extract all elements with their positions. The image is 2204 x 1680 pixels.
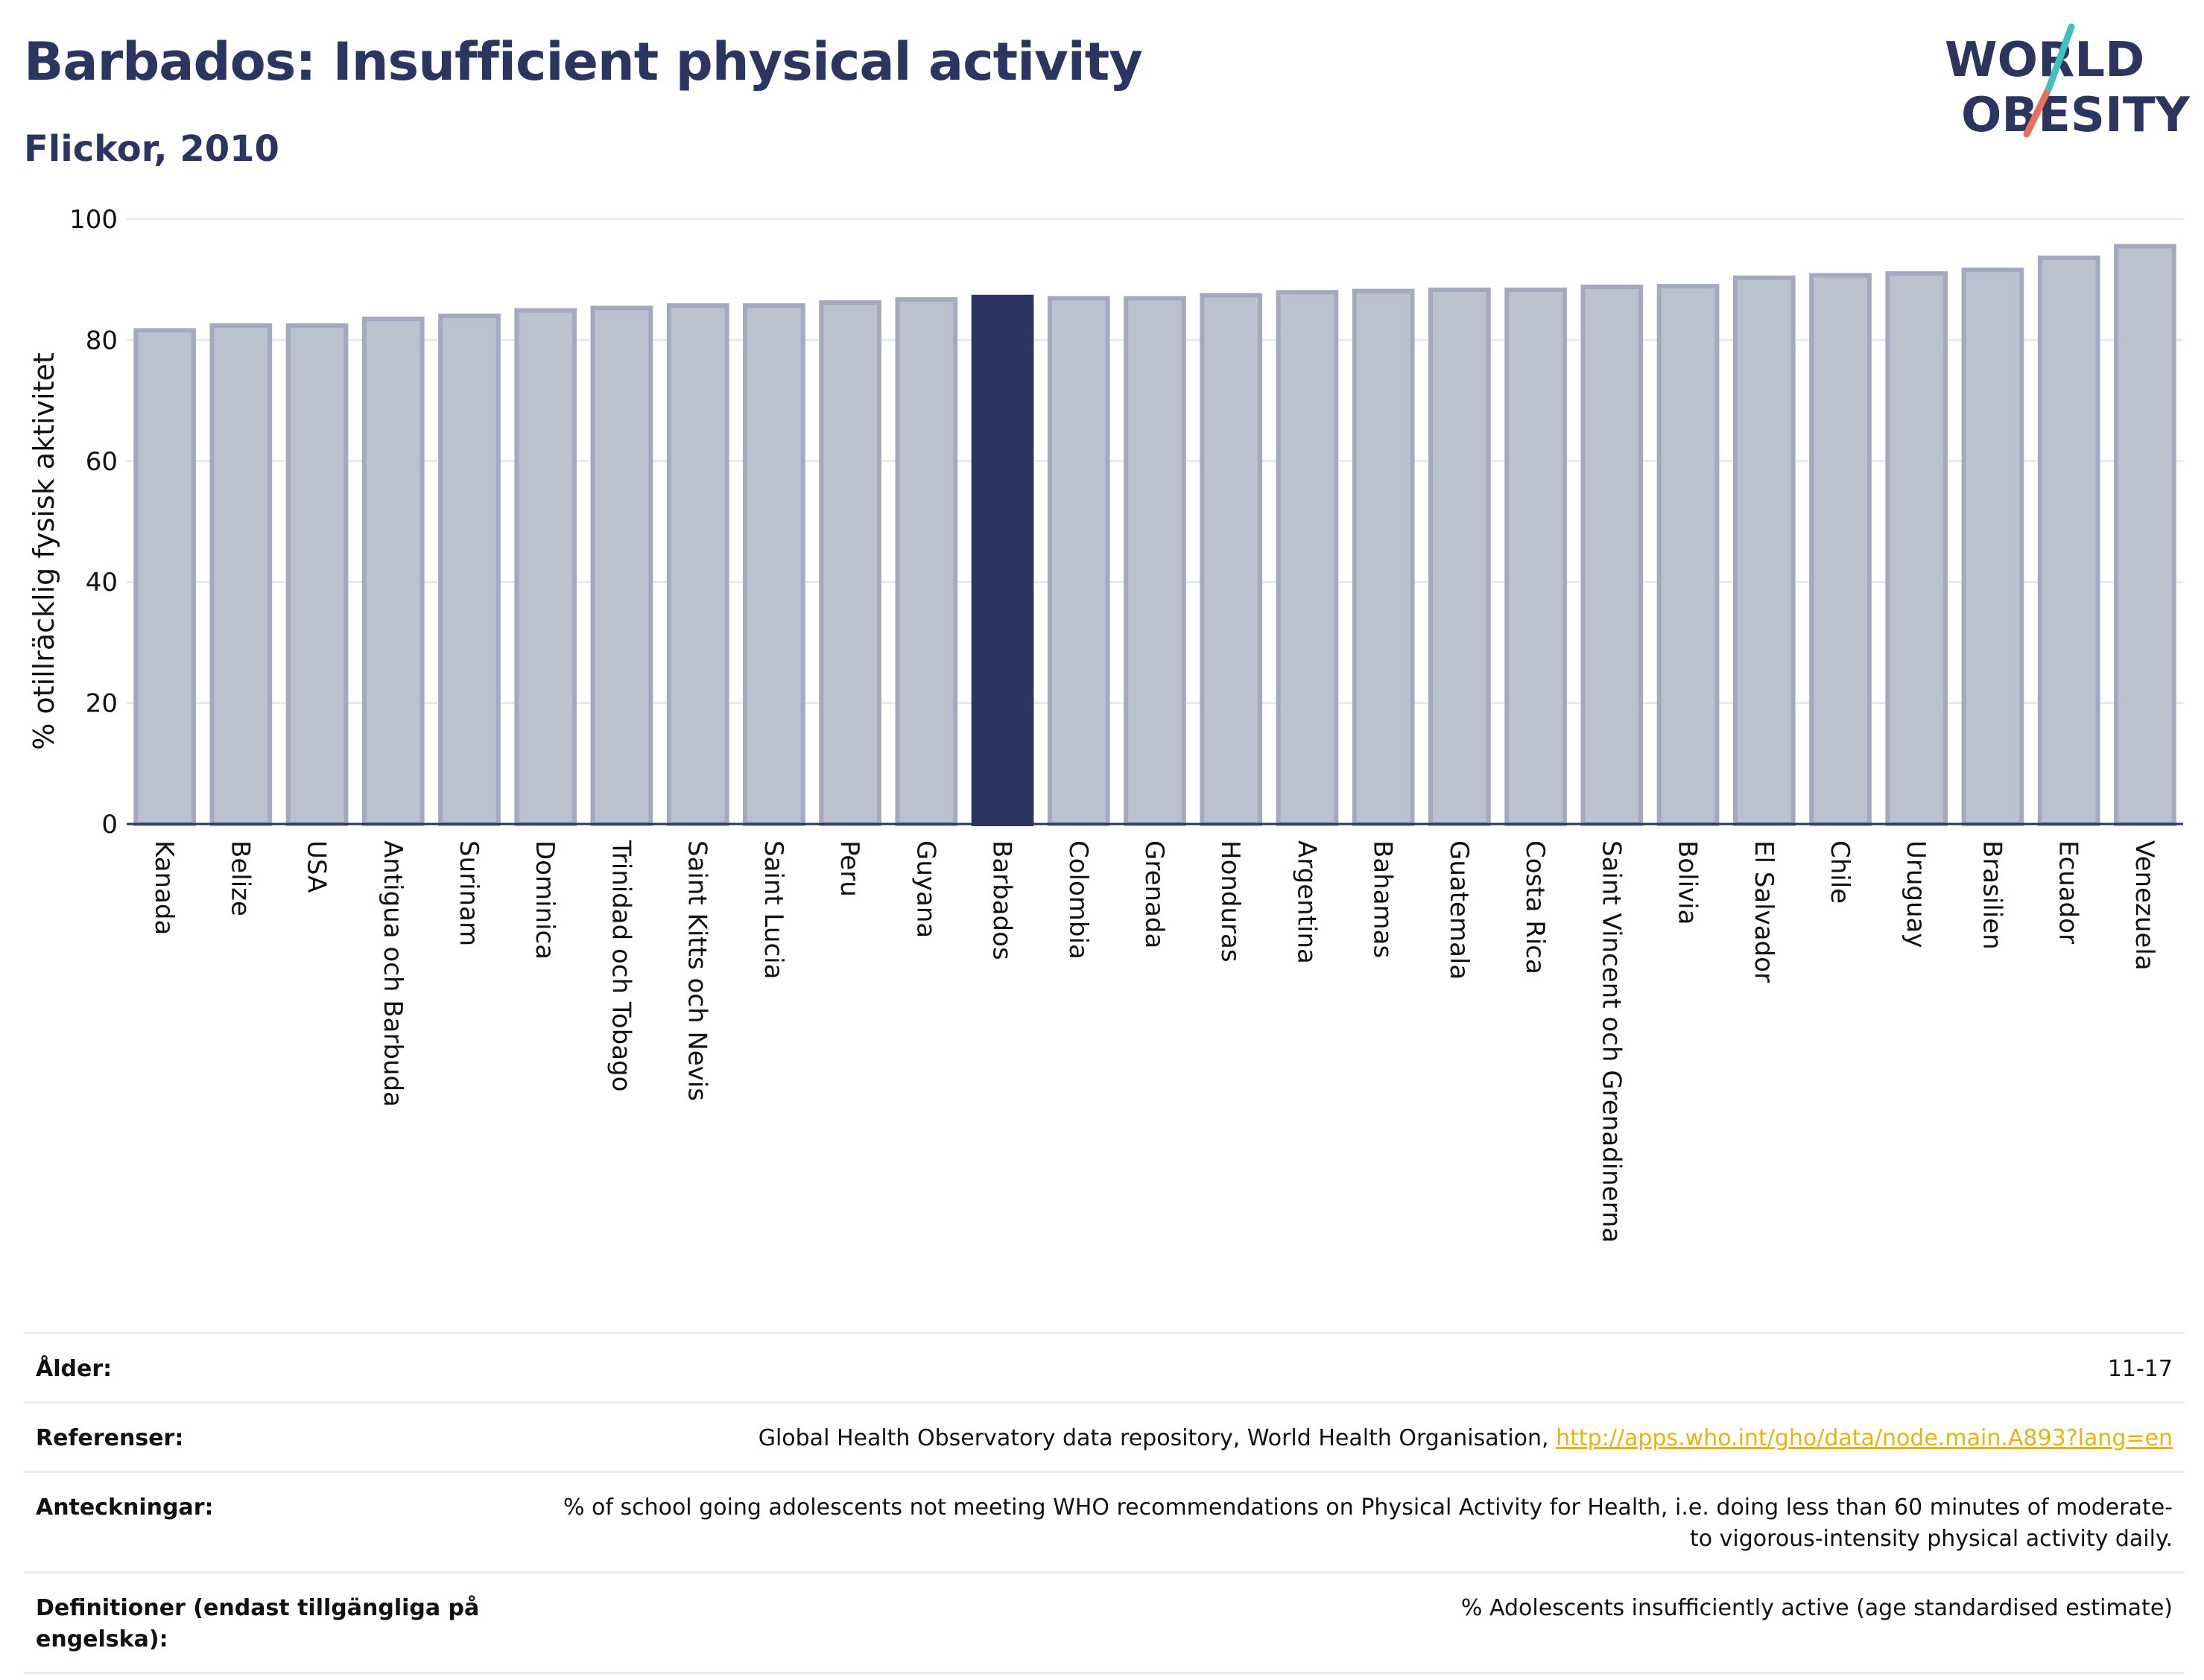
bar-brasilien	[1961, 267, 2024, 826]
logo-slash-bottom	[2023, 84, 2053, 138]
x-tick-label: Peru	[835, 840, 864, 897]
x-tick-label: Antigua och Barbuda	[378, 840, 408, 1107]
x-tick-label: El Salvador	[1749, 840, 1779, 983]
bar-guatemala	[1428, 288, 1491, 826]
bar-grenada	[1124, 296, 1186, 826]
y-tick-label: 80	[86, 326, 118, 355]
chart-subtitle: Flickor, 2010	[24, 128, 279, 170]
info-row-references: Referenser: Global Health Observatory da…	[24, 1401, 2185, 1471]
x-tick-label: Argentina	[1291, 840, 1321, 964]
info-notes-value: % of school going adolescents not meetin…	[563, 1494, 2173, 1552]
info-row-definitions: Definitioner (endast tillgängliga på eng…	[24, 1571, 2185, 1674]
bar-saint-kitts-och-nevis	[666, 303, 729, 826]
info-age-value: 11-17	[2107, 1356, 2173, 1382]
y-axis-label: % otillräcklig fysisk aktivitet	[28, 352, 60, 750]
world-obesity-logo: WORLD OBESITY	[1945, 23, 2190, 143]
x-tick-label: Colombia	[1063, 840, 1093, 960]
bar-chile	[1809, 273, 1872, 826]
x-tick-label: Grenada	[1139, 840, 1169, 948]
y-tick-label: 40	[86, 568, 118, 597]
x-tick-label: USA	[302, 840, 332, 893]
axis-layer: 0 20 40 60 80 100 Kanada Belize USA Antigua och B…	[69, 205, 2183, 1243]
x-tick-label: Guyana	[911, 840, 940, 938]
info-references-text: Global Health Observatory data repositor…	[758, 1425, 1549, 1451]
x-tick-label: Venezuela	[2129, 840, 2159, 971]
bar-saint-lucia	[743, 303, 805, 826]
x-tick-label: Chile	[1825, 840, 1855, 904]
y-tick-label: 0	[101, 810, 118, 840]
bar-bolivia	[1656, 284, 1720, 826]
x-tick-label: Bahamas	[1368, 840, 1398, 958]
x-tick-label: Kanada	[149, 840, 179, 935]
info-row-notes: Anteckningar: % of school going adolesce…	[24, 1471, 2185, 1571]
info-table: Ålder: 11-17 Referenser: Global Health O…	[24, 1332, 2185, 1674]
bar-venezuela	[2114, 244, 2176, 827]
bars-layer	[133, 244, 2176, 827]
info-references-label: Referenser:	[36, 1425, 184, 1451]
info-definitions-label: Definitioner (endast tillgängliga på eng…	[36, 1595, 480, 1652]
bar-peru	[819, 300, 881, 826]
y-tick-label: 60	[86, 447, 118, 477]
bar-el-salvador	[1732, 275, 1796, 827]
x-tick-label: Costa Rica	[1520, 840, 1550, 974]
bar-saint-vincent-och-grenadinerna	[1580, 284, 1644, 827]
x-tick-label: Saint Lucia	[759, 840, 788, 979]
y-tick-label: 100	[69, 205, 118, 235]
info-row-age: Ålder: 11-17	[24, 1332, 2185, 1401]
bar-belize	[209, 323, 273, 826]
bar-bahamas	[1352, 288, 1415, 826]
x-tick-label: Honduras	[1215, 840, 1245, 963]
bar-usa	[285, 323, 349, 826]
bar-trinidad-och-tobago	[590, 305, 653, 826]
x-tick-label: Saint Kitts och Nevis	[683, 840, 712, 1101]
x-tick-label: Trinidad och Tobago	[606, 840, 636, 1091]
x-tick-label: Bolivia	[1673, 840, 1703, 925]
bar-kanada	[133, 328, 196, 826]
logo-line2: OBESITY	[1961, 88, 2190, 143]
x-tick-label: Saint Vincent och Grenadinerna	[1596, 840, 1626, 1243]
x-tick-label: Ecuador	[2053, 840, 2083, 944]
bar-colombia	[1047, 296, 1110, 826]
info-references-value: Global Health Observatory data repositor…	[759, 1423, 2173, 1454]
bar-uruguay	[1885, 271, 1948, 826]
logo-line1: WORLD	[1945, 33, 2144, 88]
x-tick-label: Brasilien	[1977, 840, 2007, 950]
bar-argentina	[1276, 290, 1339, 826]
x-tick-label: Barbados	[987, 840, 1017, 960]
bar-barbados	[971, 294, 1034, 826]
y-tick-label: 20	[86, 689, 118, 719]
info-notes-label: Anteckningar:	[36, 1494, 214, 1521]
bar-antigua-och-barbuda	[361, 316, 425, 827]
x-tick-label: Dominica	[530, 840, 560, 960]
bar-honduras	[1200, 293, 1263, 826]
bar-dominica	[514, 308, 577, 826]
x-tick-label: Uruguay	[1901, 840, 1931, 948]
logo-slash-top	[2045, 23, 2075, 92]
info-references-link[interactable]: http://apps.who.int/gho/data/node.main.A…	[1556, 1425, 2173, 1451]
x-tick-label: Belize	[225, 840, 255, 916]
bar-surinam	[438, 313, 501, 827]
bar-chart: 0 20 40 60 80 100 Kanada Belize USA Antigua och B…	[28, 205, 2183, 1243]
x-tick-label: Surinam	[454, 840, 484, 946]
bar-costa-rica	[1504, 288, 1567, 826]
bar-ecuador	[2037, 255, 2100, 826]
info-age-label: Ålder:	[36, 1356, 113, 1382]
chart-title: Barbados: Insufficient physical activity	[24, 31, 1143, 92]
x-tick-label: Guatemala	[1444, 840, 1474, 980]
info-definitions-value: % Adolescents insufficiently active (age…	[1460, 1595, 2173, 1621]
bar-guyana	[895, 297, 958, 827]
